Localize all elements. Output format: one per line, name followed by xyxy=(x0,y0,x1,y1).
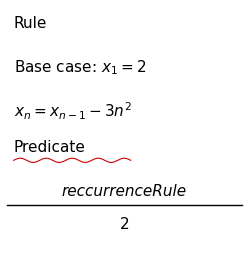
Text: Base case: $x_1 = 2$: Base case: $x_1 = 2$ xyxy=(14,58,146,77)
Text: $x_n = x_{n-1} - 3n^2$: $x_n = x_{n-1} - 3n^2$ xyxy=(14,101,132,122)
Text: Rule: Rule xyxy=(14,16,47,31)
Text: reccurrenceRule: reccurrenceRule xyxy=(62,184,187,199)
Text: Predicate: Predicate xyxy=(14,140,86,156)
Text: 2: 2 xyxy=(120,217,129,232)
